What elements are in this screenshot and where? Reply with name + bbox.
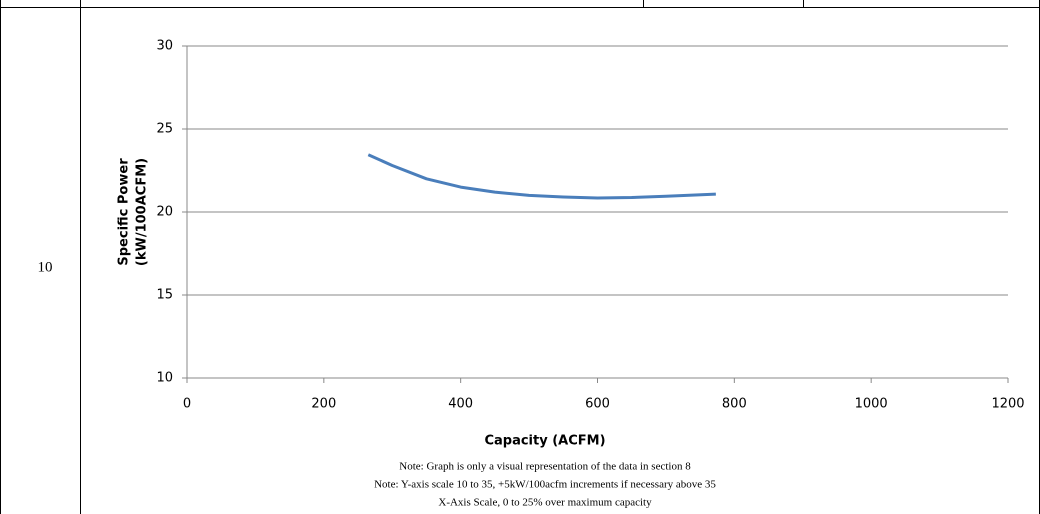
y-tick-label: 15 — [156, 288, 173, 303]
note: Note: Y-axis scale 10 to 35, +5kW/100acf… — [374, 479, 716, 491]
x-tick-label: 0 — [183, 397, 191, 412]
x-tick-label: 1000 — [855, 397, 888, 412]
y-tick-label: 20 — [156, 205, 173, 220]
x-tick-label: 400 — [448, 397, 473, 412]
data-line — [367, 153, 716, 200]
y-axis-title: Specific Power — [117, 158, 132, 266]
x-tick-label: 600 — [585, 397, 610, 412]
y-tick-label: 30 — [156, 39, 173, 54]
x-tick-label: 800 — [722, 397, 747, 412]
y-axis-title: (kW/100ACFM) — [135, 158, 150, 266]
x-tick-label: 200 — [311, 397, 336, 412]
y-tick-label: 10 — [156, 371, 173, 386]
note: X-Axis Scale, 0 to 25% over maximum capa… — [438, 497, 652, 509]
note: Note: Graph is only a visual representat… — [399, 461, 691, 473]
row-label: 10 — [38, 259, 53, 275]
x-axis-title: Capacity (ACFM) — [484, 434, 605, 449]
x-tick-label: 1200 — [991, 397, 1024, 412]
y-tick-label: 25 — [156, 122, 173, 137]
